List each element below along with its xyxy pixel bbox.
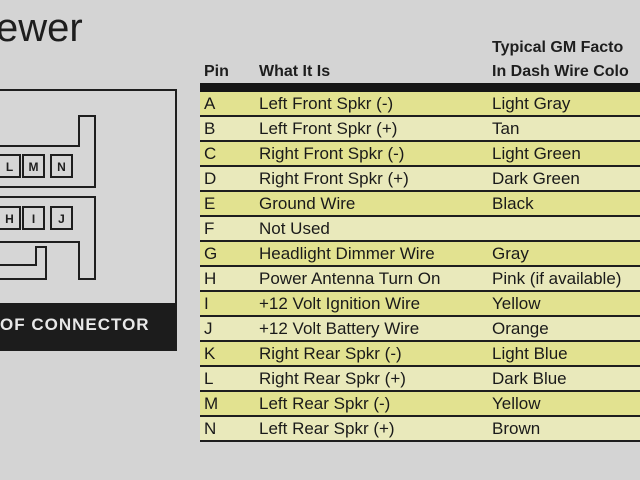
table-row: I +12 Volt Ignition Wire Yellow: [200, 292, 640, 317]
header-divider: [200, 83, 640, 92]
wire-color-cell: Yellow: [492, 394, 541, 413]
pin-cell: K: [204, 344, 216, 363]
pin-cell: A: [204, 94, 216, 113]
function-cell: Power Antenna Turn On: [259, 269, 441, 288]
pin-box: [22, 206, 45, 230]
page-title: ewer: [0, 6, 83, 50]
table-row: M Left Rear Spkr (-) Yellow: [200, 392, 640, 417]
table-row: N Left Rear Spkr (+) Brown: [200, 417, 640, 442]
function-cell: Right Rear Spkr (+): [259, 369, 406, 388]
pin-cell: E: [204, 194, 216, 213]
connector-key: [0, 246, 47, 280]
table-row: A Left Front Spkr (-) Light Gray: [200, 92, 640, 117]
table-row: L Right Rear Spkr (+) Dark Blue: [200, 367, 640, 392]
pin-cell: B: [204, 119, 216, 138]
function-cell: +12 Volt Ignition Wire: [259, 294, 421, 313]
pin-box: [0, 206, 21, 230]
wire-color-cell: Orange: [492, 319, 549, 338]
wire-color-cell: Dark Green: [492, 169, 580, 188]
table-row: F Not Used: [200, 217, 640, 242]
function-cell: Left Front Spkr (+): [259, 119, 398, 138]
connector-pins: L M N H I J: [0, 154, 73, 230]
connector-label-band: [0, 303, 176, 350]
pin-cell: F: [204, 219, 215, 238]
wire-color-cell: Light Gray: [492, 94, 571, 113]
pin-cell: N: [204, 419, 217, 438]
pin-label: J: [58, 212, 65, 226]
pin-label: I: [32, 212, 35, 226]
connector-diagram: L M N H I J: [0, 89, 177, 351]
wire-color-cell: Light Green: [492, 144, 581, 163]
connector-bottom-housing: [0, 196, 96, 280]
wire-color-cell: Black: [492, 194, 534, 213]
table-row: H Power Antenna Turn On Pink (if available…: [200, 267, 640, 292]
table-row: C Right Front Spkr (-) Light Green: [200, 142, 640, 167]
pin-cell: L: [204, 369, 214, 388]
table-row: D Right Front Spkr (+) Dark Green: [200, 167, 640, 192]
wire-color-cell: Dark Blue: [492, 369, 567, 388]
pin-cell: G: [204, 244, 218, 263]
connector-top-housing: [0, 115, 96, 188]
pinout-table: A Left Front Spkr (-) Light Gray B Left Fron…: [200, 92, 640, 442]
function-cell: Right Front Spkr (+): [259, 169, 409, 188]
pin-box: [50, 206, 73, 230]
header-what: What It Is: [259, 63, 331, 80]
function-cell: Headlight Dimmer Wire: [259, 244, 435, 263]
function-cell: Right Front Spkr (-): [259, 144, 405, 163]
pin-label: N: [57, 160, 66, 174]
pin-box: [0, 154, 21, 178]
table-row: J +12 Volt Battery Wire Orange: [200, 317, 640, 342]
pin-cell: J: [204, 319, 213, 338]
header-pin: Pin: [204, 63, 229, 80]
pin-label: H: [5, 212, 14, 226]
pin-cell: M: [204, 394, 219, 413]
pin-box: [50, 154, 73, 178]
function-cell: +12 Volt Battery Wire: [259, 319, 420, 338]
table-row: G Headlight Dimmer Wire Gray: [200, 242, 640, 267]
table-row: K Right Rear Spkr (-) Light Blue: [200, 342, 640, 367]
table-row: E Ground Wire Black: [200, 192, 640, 217]
connector-label: OF CONNECTOR: [0, 315, 150, 334]
table-row: B Left Front Spkr (+) Tan: [200, 117, 640, 142]
function-cell: Left Rear Spkr (-): [259, 394, 391, 413]
function-cell: Right Rear Spkr (-): [259, 344, 402, 363]
wire-color-cell: Pink (if available): [492, 269, 622, 288]
header-color-1: Typical GM Facto: [492, 39, 624, 56]
wire-color-cell: Brown: [492, 419, 541, 438]
function-cell: Left Rear Spkr (+): [259, 419, 395, 438]
pin-label: L: [6, 160, 13, 174]
function-cell: Not Used: [259, 219, 330, 238]
pin-cell: D: [204, 169, 217, 188]
pin-cell: C: [204, 144, 217, 163]
pin-label: M: [29, 160, 39, 174]
function-cell: Left Front Spkr (-): [259, 94, 394, 113]
wire-color-cell: Tan: [492, 119, 520, 138]
header-color-2: In Dash Wire Colo: [492, 63, 629, 80]
pin-cell: I: [204, 294, 209, 313]
wire-color-cell: Gray: [492, 244, 529, 263]
pin-box: [22, 154, 45, 178]
function-cell: Ground Wire: [259, 194, 356, 213]
pin-cell: H: [204, 269, 217, 288]
wire-color-cell: Light Blue: [492, 344, 568, 363]
wire-color-cell: Yellow: [492, 294, 541, 313]
